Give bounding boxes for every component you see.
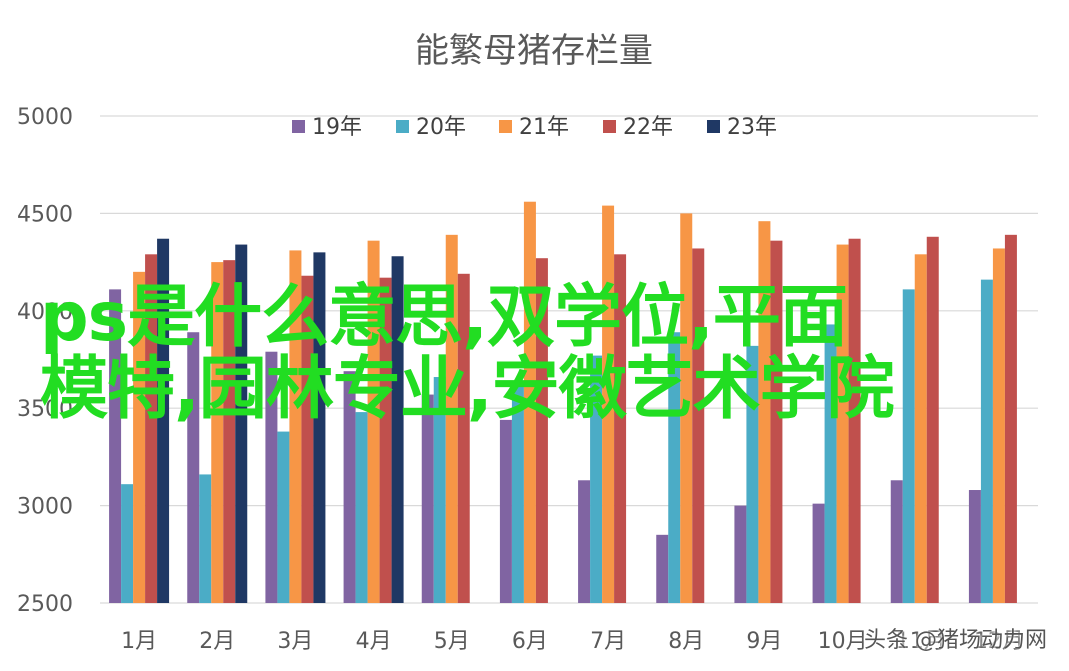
bar-20年-10月 — [824, 324, 837, 603]
bar-21年-1月 — [133, 271, 146, 603]
bar-19年-6月 — [499, 419, 512, 603]
bar-19年-8月 — [656, 534, 669, 603]
legend-label-23年: 23年 — [727, 115, 777, 140]
bar-23年-3月 — [313, 252, 326, 604]
bar-21年-6月 — [523, 201, 536, 603]
bar-22年-11月 — [926, 236, 939, 603]
y-tick-label: 3500 — [17, 397, 73, 422]
bar-19年-10月 — [812, 503, 825, 603]
y-tick-label: 2500 — [17, 592, 73, 617]
bar-21年-3月 — [289, 250, 302, 604]
x-tick-label: 12月 — [974, 629, 1024, 654]
x-tick-label: 4月 — [356, 629, 392, 654]
legend-label-19年: 19年 — [312, 115, 362, 140]
gridlines — [100, 115, 1038, 604]
x-tick-label: 10月 — [818, 629, 868, 654]
bar-23年-1月 — [157, 238, 170, 603]
bar-20年-6月 — [511, 384, 524, 603]
bar-21年-12月 — [992, 248, 1005, 604]
bar-22年-9月 — [770, 240, 783, 603]
bar-19年-3月 — [265, 351, 278, 603]
bar-21年-10月 — [836, 244, 849, 603]
x-tick-label: 3月 — [277, 629, 313, 654]
bar-20年-9月 — [746, 345, 759, 603]
bar-19年-11月 — [890, 480, 903, 603]
bar-22年-1月 — [145, 254, 158, 604]
legend-label-20年: 20年 — [416, 115, 466, 140]
y-tick-label: 5000 — [17, 105, 73, 130]
bar-20年-3月 — [277, 431, 290, 603]
legend-swatch-19年 — [292, 120, 305, 133]
bar-19年-7月 — [578, 480, 591, 603]
bar-20年-4月 — [355, 412, 368, 603]
legend-label-21年: 21年 — [519, 115, 569, 140]
y-tick-label: 4500 — [17, 202, 73, 227]
x-tick-label: 5月 — [434, 629, 470, 654]
bar-23年-4月 — [391, 256, 404, 603]
bar-22年-5月 — [457, 273, 470, 603]
bar-22年-12月 — [1004, 234, 1017, 603]
watermark: 头条 @猪场动力网 — [864, 628, 1047, 653]
bars — [109, 201, 1017, 604]
legend-swatch-22年 — [603, 120, 616, 133]
legend-swatch-23年 — [707, 120, 720, 133]
bar-21年-7月 — [602, 205, 615, 603]
bar-21年-5月 — [445, 234, 458, 603]
bar-20年-2月 — [199, 474, 212, 603]
x-tick-label: 7月 — [590, 629, 626, 654]
bar-20年-12月 — [980, 279, 993, 603]
legend-label-22年: 22年 — [623, 115, 673, 140]
bar-21年-11月 — [914, 254, 927, 604]
bar-19年-1月 — [109, 289, 122, 603]
bar-19年-12月 — [968, 490, 981, 603]
legend: 19年 20年 21年 22年 23年 — [292, 115, 777, 140]
overlay-caption-line-1: ps是什么意思,双学位,平面 — [40, 278, 848, 357]
bar-22年-4月 — [379, 277, 392, 603]
bar-19年-9月 — [734, 505, 747, 603]
bar-21年-8月 — [680, 213, 693, 603]
bar-22年-8月 — [692, 248, 705, 604]
x-tick-label: 9月 — [746, 629, 782, 654]
bar-20年-1月 — [121, 484, 134, 603]
bar-21年-9月 — [758, 221, 771, 603]
chart-title: 能繁母猪存栏量 — [415, 31, 653, 71]
bar-20年-11月 — [902, 289, 915, 603]
bar-23年-2月 — [235, 244, 248, 603]
bar-22年-3月 — [301, 275, 314, 603]
x-tick-label: 6月 — [512, 629, 548, 654]
x-tick-label: 11月 — [896, 629, 946, 654]
bar-19年-2月 — [187, 332, 200, 603]
y-tick-label: 4000 — [17, 300, 73, 325]
bar-22年-2月 — [223, 260, 236, 603]
overlay-caption-line-2: 模特,园林专业,安徽艺术学院 — [40, 350, 895, 429]
bar-20年-7月 — [590, 355, 603, 603]
bar-22年-7月 — [614, 254, 627, 604]
y-tick-label: 3000 — [17, 495, 73, 520]
bar-19年-5月 — [421, 394, 434, 603]
x-tick-label: 2月 — [199, 629, 235, 654]
x-tick-label: 1月 — [121, 629, 157, 654]
bar-20年-5月 — [433, 377, 446, 603]
legend-swatch-20年 — [396, 120, 409, 133]
y-axis: 2500 3000 3500 4000 4500 5000 — [17, 105, 73, 617]
bar-22年-10月 — [848, 238, 861, 603]
bar-22年-6月 — [535, 258, 548, 603]
bar-20年-8月 — [668, 332, 681, 603]
bar-21年-2月 — [211, 262, 224, 603]
bar-19年-4月 — [343, 371, 356, 603]
x-axis: 1月 2月 3月 4月 5月 6月 7月 8月 9月 10月 11月 12月 — [121, 629, 1024, 654]
x-tick-label: 8月 — [668, 629, 704, 654]
bar-21年-4月 — [367, 240, 380, 603]
legend-swatch-21年 — [499, 120, 512, 133]
